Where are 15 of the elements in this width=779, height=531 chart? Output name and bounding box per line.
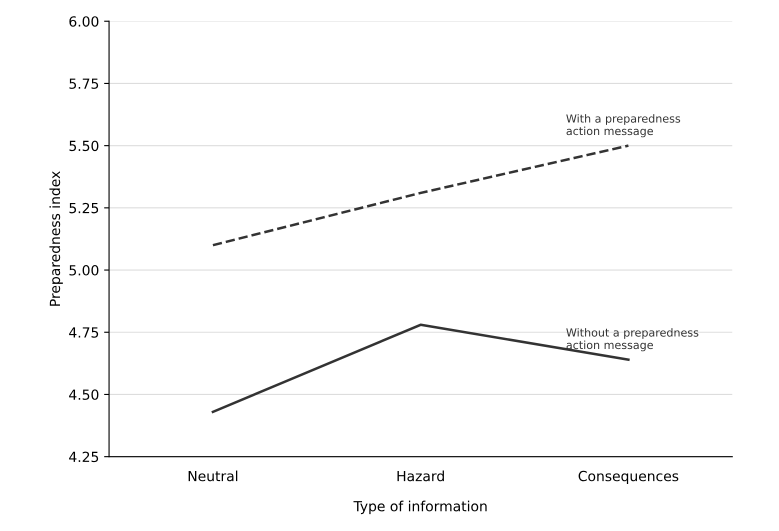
x-tick-label: Consequences: [578, 470, 678, 484]
y-tick-label: 4.25: [69, 452, 98, 462]
x-tick-label: Neutral: [188, 470, 238, 482]
y-tick-label: 5.25: [69, 202, 98, 214]
series-label: Without a preparedness action message: [566, 328, 698, 352]
series-label: With a preparedness action message: [566, 114, 680, 138]
y-tick-label: 4.50: [69, 389, 98, 400]
x-axis-title: Type of information: [353, 500, 487, 514]
y-tick-label: 6.00: [69, 16, 98, 27]
y-tick-label: 5.00: [69, 265, 98, 276]
y-tick-label: 5.75: [69, 78, 98, 89]
y-tick-label: 4.75: [69, 327, 98, 338]
y-axis-title: Preparedness index: [49, 171, 63, 306]
y-tick-label: 5.50: [69, 140, 98, 152]
x-tick-label: Hazard: [398, 470, 444, 482]
